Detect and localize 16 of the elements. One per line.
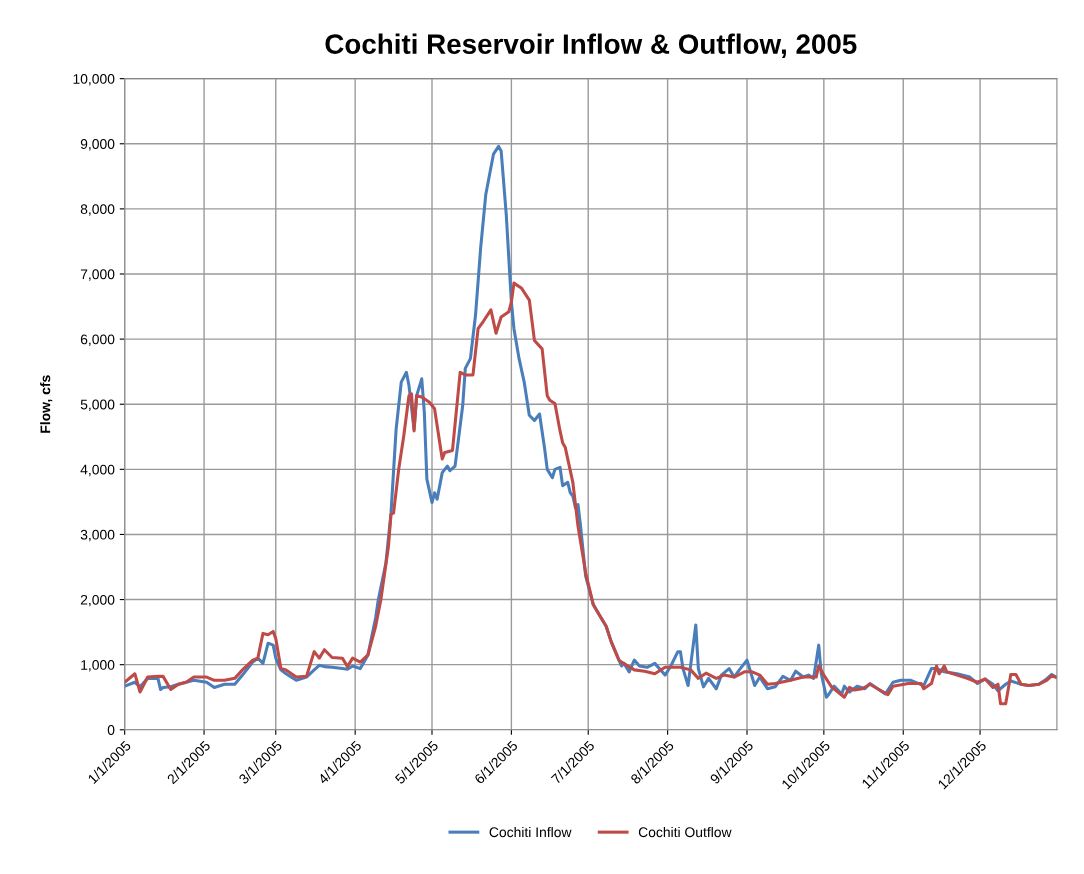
y-tick-label: 2,000 [80,594,115,607]
y-tick-label: 6,000 [80,334,115,346]
chart-title: Cochiti Reservoir Inflow & Outflow, 2005 [325,33,857,58]
y-tick-label: 9,000 [80,139,115,151]
y-tick-label: 4,000 [80,464,115,477]
y-tick-label: 8,000 [80,204,115,216]
y-axis-title: Flow, cfs [40,375,53,433]
legend-label: Cochiti Outflow [638,826,732,838]
y-tick-label: 1,000 [81,660,115,672]
legend-label: Cochiti Inflow [489,826,572,838]
y-tick-label: 0 [107,725,115,735]
y-tick-label: 10,000 [73,73,115,86]
y-tick-label: 3,000 [80,529,115,542]
y-tick-label: 5,000 [80,399,115,412]
line-series [124,281,1057,706]
y-tick-label: 7,000 [80,269,115,281]
